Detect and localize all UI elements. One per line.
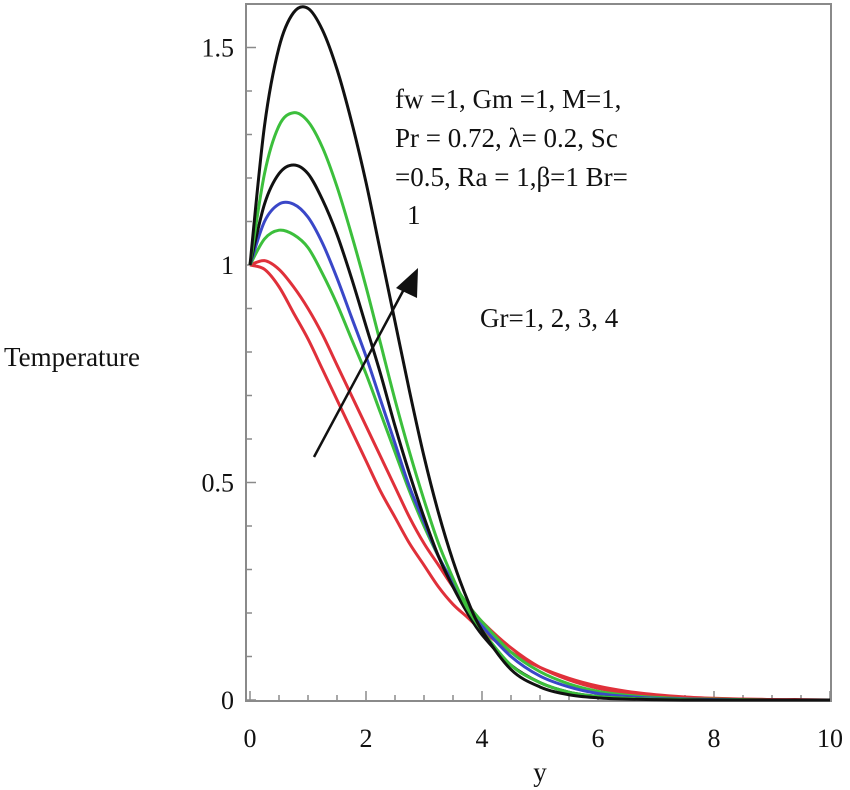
- x-tick-label: 8: [708, 724, 721, 753]
- y-tick-label: 1: [221, 251, 234, 280]
- arrow-head: [396, 268, 418, 298]
- arrow-shaft: [312, 277, 412, 458]
- y-tick-label: 1.5: [202, 34, 235, 63]
- annotation-line-1: fw =1, Gm =1, M=1,: [395, 84, 621, 114]
- x-tick-labels: 0 2 4 6 8 10: [244, 724, 844, 753]
- y-tick-labels: 0 0.5 1 1.5: [202, 34, 235, 716]
- parameter-annotation: fw =1, Gm =1, M=1, Pr = 0.72, λ= 0.2, Sc…: [395, 84, 628, 230]
- x-tick-label: 0: [244, 724, 257, 753]
- direction-arrow: [312, 268, 418, 458]
- annotation-line-2: Pr = 0.72, λ= 0.2, Sc: [395, 123, 618, 153]
- annotation-line-3: =0.5, Ra = 1,β=1 Br=: [395, 162, 628, 192]
- x-tick-label: 2: [360, 724, 373, 753]
- annotation-line-4: 1: [407, 200, 421, 230]
- plot-frame: [245, 3, 832, 702]
- x-tick-label: 4: [476, 724, 489, 753]
- y-tick-label: 0: [221, 686, 234, 715]
- gr-annotation: Gr=1, 2, 3, 4: [480, 303, 619, 333]
- x-tick-label: 10: [817, 724, 843, 753]
- y-axis-title: Temperature: [4, 342, 140, 372]
- x-tick-label: 6: [592, 724, 605, 753]
- y-tick-label: 0.5: [202, 469, 235, 498]
- series-line-black: [248, 5, 830, 702]
- x-axis-title: y: [533, 757, 547, 787]
- series-layer: [248, 5, 831, 702]
